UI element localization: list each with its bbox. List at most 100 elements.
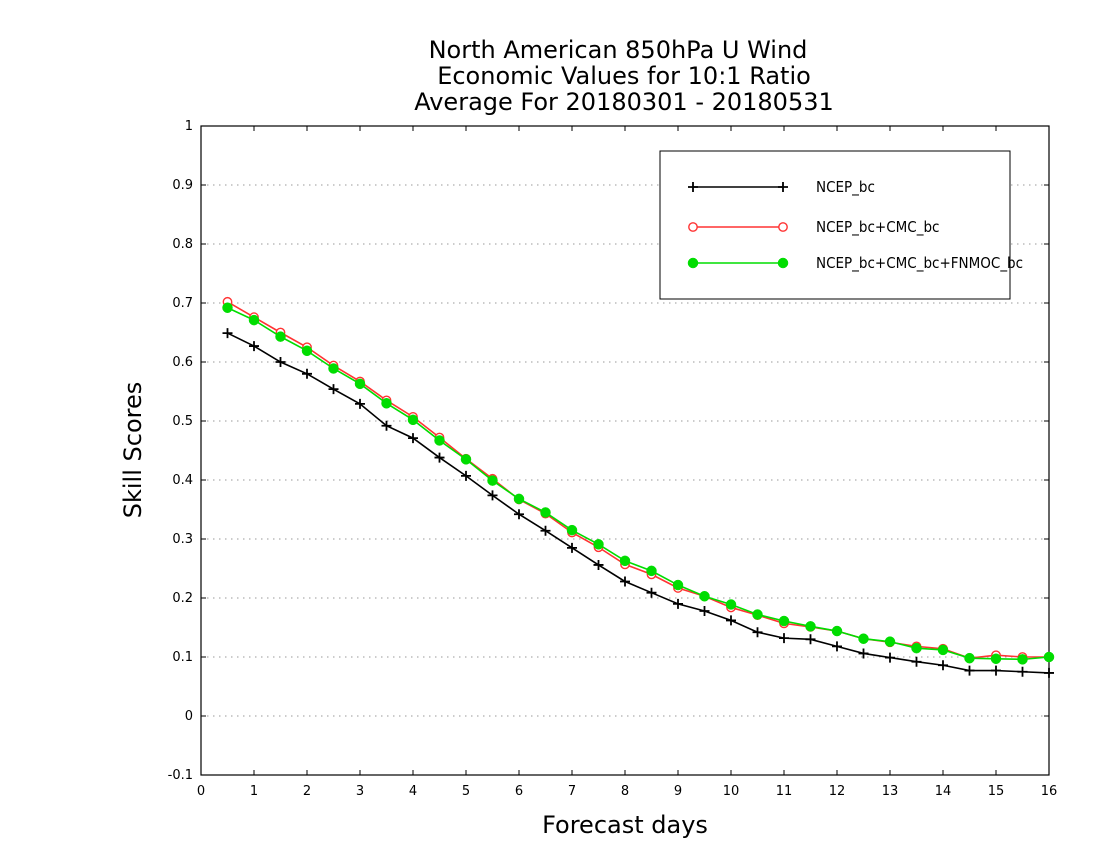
series-0-point-14 — [593, 559, 604, 570]
series-0-point-16 — [646, 587, 657, 598]
series-line-0 — [227, 332, 1050, 674]
series-2-point-10 — [487, 475, 498, 486]
series-0-point-11 — [514, 509, 524, 520]
title-line-3: Average For 20180301 - 20180531 — [414, 88, 834, 116]
series-0-point-17 — [673, 598, 683, 609]
legend-box — [659, 150, 1011, 300]
series-2-point-17 — [672, 579, 684, 591]
series-2-point-30 — [1017, 654, 1028, 665]
series-2-point-4 — [328, 363, 339, 374]
x-tick-label-14: 14 — [935, 784, 952, 799]
series-line-1 — [227, 301, 1049, 659]
x-tick-label-0: 0 — [197, 784, 205, 799]
series-0-point-4 — [328, 384, 339, 395]
chart-title: North American 850hPa U Wind Economic Va… — [414, 36, 834, 116]
series-0-point-22 — [805, 634, 816, 645]
y-axis-tick-labels: -0.1 0 0.1 0.2 0.3 0.4 0.5 0.6 0.7 0.8 0.9 1 — [168, 119, 193, 783]
series-0-point-5 — [355, 398, 365, 409]
x-tick-label-10: 10 — [723, 784, 740, 799]
series-2-point-12 — [540, 507, 551, 518]
y-tick-label-7: 0.6 — [172, 355, 193, 370]
title-line-2: Economic Values for 10:1 Ratio — [437, 62, 811, 90]
series-2-point-8 — [434, 435, 445, 446]
series-0-point-13 — [567, 542, 577, 553]
series-0-point-10 — [487, 490, 498, 501]
y-tick-label-9: 0.8 — [172, 237, 193, 252]
series-2-point-21 — [778, 615, 790, 627]
series-0-point-1 — [249, 341, 259, 352]
series-0-point-3 — [302, 368, 312, 379]
y-axis-title: Skill Scores — [119, 382, 147, 519]
series-2-point-0 — [222, 302, 233, 313]
legend-marker-start-2 — [687, 257, 699, 269]
series-2-point-22 — [805, 621, 816, 632]
series-0-point-31 — [1044, 667, 1054, 678]
series-2-point-28 — [964, 652, 975, 664]
x-tick-label-13: 13 — [882, 784, 899, 799]
series-2-point-5 — [354, 378, 366, 390]
legend-label-1: NCEP_bc+CMC_bc — [816, 218, 939, 237]
series-2-point-23 — [831, 625, 843, 637]
series-2-point-27 — [937, 644, 949, 656]
legend-marker-end-2 — [777, 257, 789, 269]
series-2-point-1 — [248, 314, 260, 326]
series-0-point-20 — [752, 627, 763, 638]
y-tick-label-2: 0.1 — [172, 650, 193, 665]
x-axis-title: Forecast days — [542, 811, 708, 839]
series-2-point-15 — [619, 555, 631, 567]
y-tick-label-11: 1 — [185, 119, 193, 134]
series-0-point-18 — [699, 605, 710, 616]
series-2-point-3 — [301, 345, 313, 357]
series-0-point-21 — [779, 633, 789, 644]
x-tick-label-3: 3 — [356, 784, 364, 799]
series-0-point-7 — [408, 433, 418, 444]
x-tick-label-7: 7 — [568, 784, 576, 799]
series-2 — [222, 302, 1055, 665]
legend-item-0: NCEP_bc — [688, 178, 875, 197]
legend-item-1: NCEP_bc+CMC_bc — [688, 218, 939, 237]
series-2-point-31 — [1043, 651, 1055, 663]
series-2-point-19 — [725, 599, 737, 610]
x-tick-label-4: 4 — [409, 784, 417, 799]
series-line-2 — [227, 306, 1050, 661]
series-2-point-20 — [752, 609, 763, 620]
series-0-point-27 — [938, 660, 948, 671]
x-tick-label-5: 5 — [462, 784, 470, 799]
axis-ticks — [200, 125, 1050, 776]
series-0-point-29 — [991, 665, 1001, 676]
series-2-point-13 — [566, 524, 578, 536]
x-tick-label-16: 16 — [1041, 784, 1058, 799]
series-0-point-8 — [434, 452, 445, 463]
y-tick-label-1: 0 — [185, 709, 193, 724]
data-series — [222, 296, 1055, 678]
x-tick-label-1: 1 — [250, 784, 258, 799]
legend-marker-start-0 — [688, 182, 698, 192]
y-tick-label-8: 0.7 — [172, 296, 193, 311]
series-2-point-11 — [513, 493, 525, 505]
series-0-point-6 — [381, 420, 392, 431]
legend: NCEP_bc NCEP_bc+CMC_bc NCEP_bc+CMC_bc+FNMO… — [659, 150, 1023, 300]
legend-marker-end-1 — [778, 222, 788, 232]
x-tick-label-12: 12 — [829, 784, 846, 799]
series-0-point-23 — [832, 641, 842, 652]
series-0-point-19 — [726, 615, 736, 626]
series-2-point-18 — [699, 590, 710, 602]
series-2-point-24 — [858, 633, 869, 644]
x-axis-tick-labels: 0 1 2 3 4 5 6 7 8 9 10 11 12 13 14 15 16 — [197, 784, 1057, 799]
legend-marker-start-1 — [688, 222, 698, 232]
x-tick-label-11: 11 — [776, 784, 793, 799]
x-tick-label-2: 2 — [303, 784, 311, 799]
legend-marker-end-0 — [778, 182, 788, 192]
legend-label-0: NCEP_bc — [816, 178, 875, 197]
series-2-point-29 — [990, 653, 1002, 665]
legend-item-2: NCEP_bc+CMC_bc+FNMOC_bc — [687, 254, 1023, 273]
series-2-point-14 — [593, 539, 604, 550]
series-2-point-2 — [275, 331, 286, 342]
series-2-point-25 — [884, 636, 896, 647]
series-0-point-28 — [964, 665, 975, 676]
title-line-1: North American 850hPa U Wind — [429, 36, 808, 64]
x-tick-label-15: 15 — [988, 784, 1005, 799]
series-0-point-0 — [222, 328, 233, 339]
legend-label-2: NCEP_bc+CMC_bc+FNMOC_bc — [816, 254, 1023, 273]
series-0-point-24 — [858, 648, 869, 659]
